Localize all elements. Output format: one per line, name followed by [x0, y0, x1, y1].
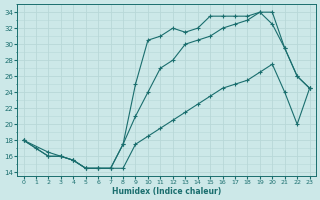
X-axis label: Humidex (Indice chaleur): Humidex (Indice chaleur) — [112, 187, 221, 196]
